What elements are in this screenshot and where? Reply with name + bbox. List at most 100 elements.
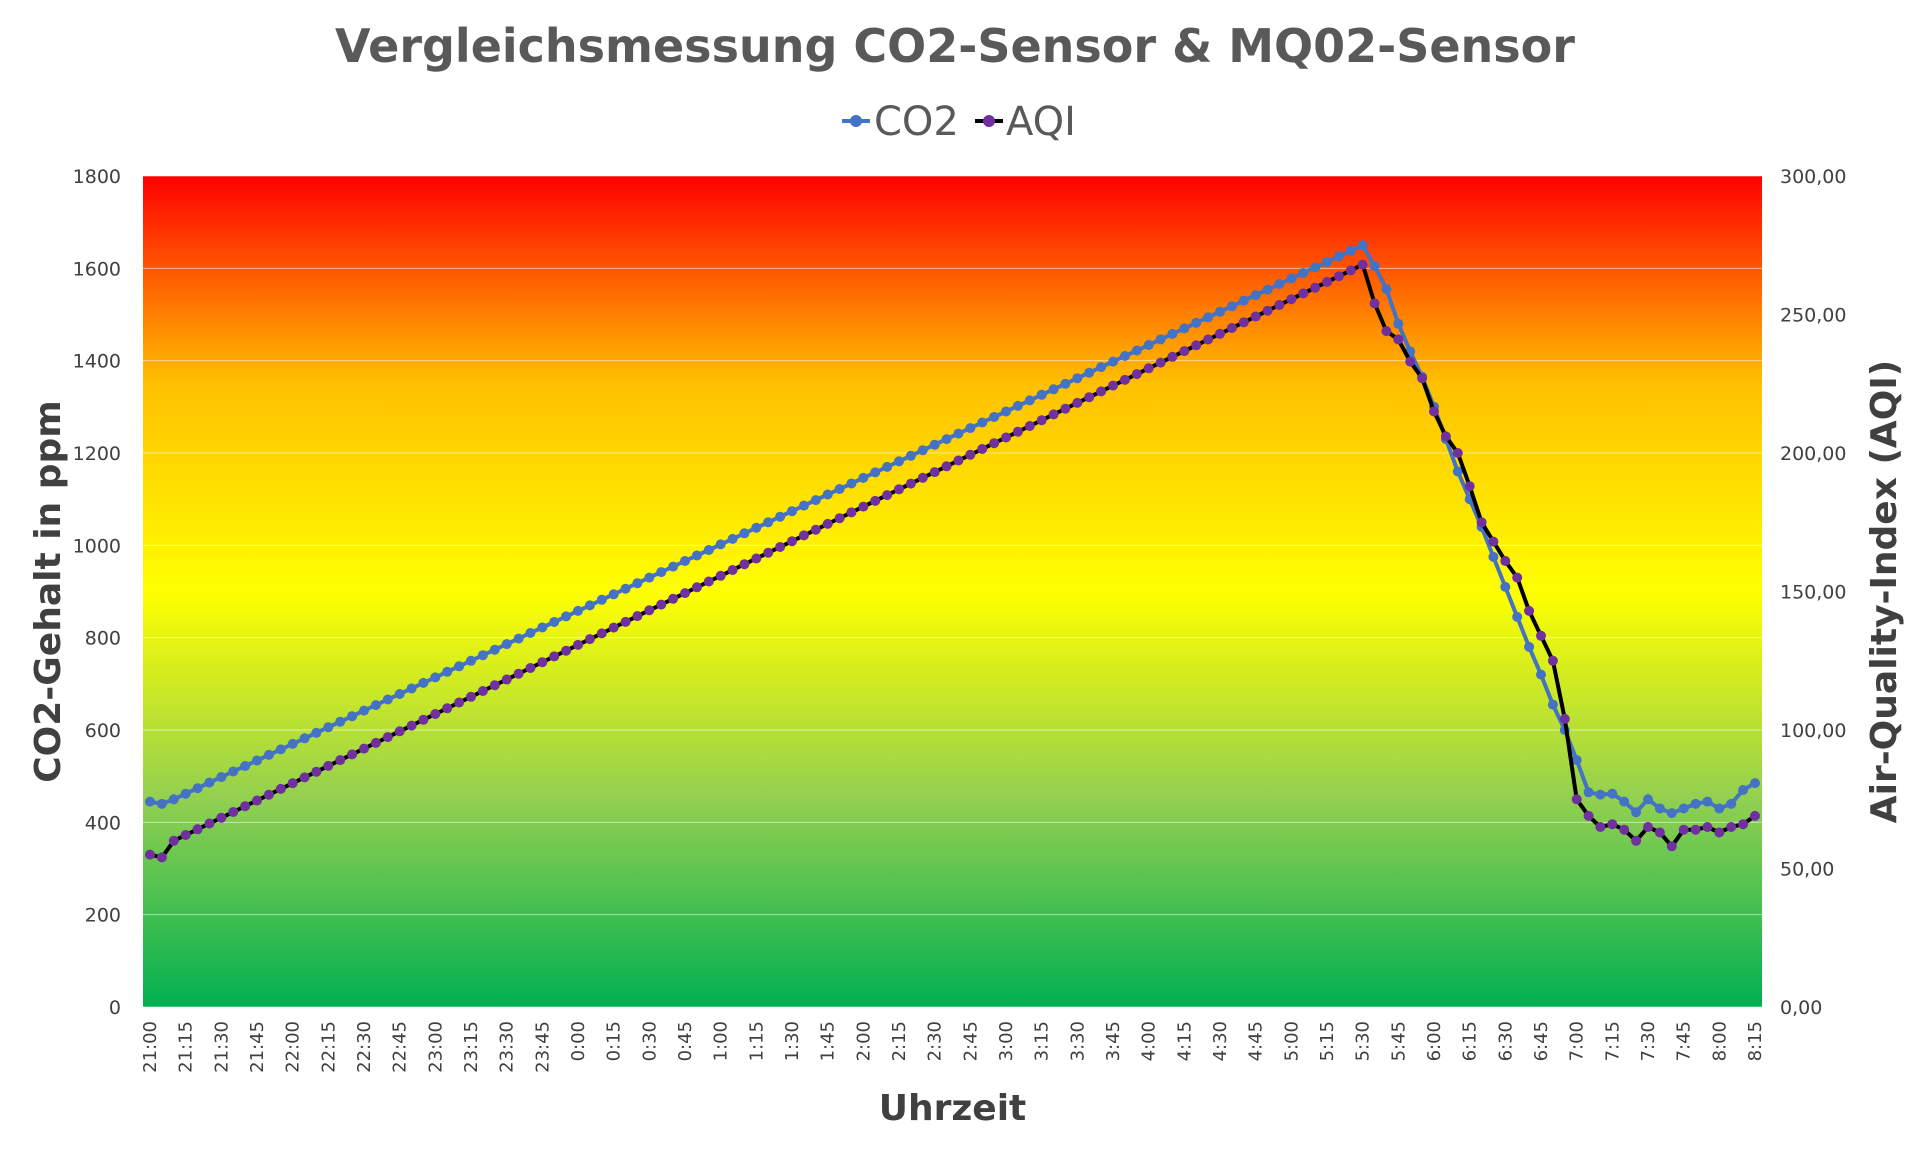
data-point-aqi[interactable] — [632, 611, 643, 622]
data-point-co2[interactable] — [798, 500, 809, 511]
data-point-aqi[interactable] — [1310, 282, 1321, 293]
data-point-co2[interactable] — [1678, 803, 1689, 814]
data-point-co2[interactable] — [252, 755, 262, 766]
data-point-aqi[interactable] — [834, 513, 845, 524]
data-point-aqi[interactable] — [1012, 426, 1023, 437]
data-point-co2[interactable] — [739, 528, 750, 539]
data-point-aqi[interactable] — [263, 789, 274, 800]
data-point-aqi[interactable] — [1440, 431, 1451, 442]
data-point-aqi[interactable] — [323, 760, 334, 771]
data-point-aqi[interactable] — [941, 461, 952, 472]
data-point-co2[interactable] — [228, 766, 239, 777]
data-point-co2[interactable] — [941, 434, 952, 445]
data-point-aqi[interactable] — [727, 565, 738, 575]
data-point-co2[interactable] — [1072, 373, 1083, 384]
data-point-aqi[interactable] — [228, 807, 239, 817]
data-point-co2[interactable] — [1512, 611, 1523, 622]
data-point-co2[interactable] — [1547, 699, 1558, 710]
data-point-aqi[interactable] — [335, 755, 346, 766]
data-point-aqi[interactable] — [466, 691, 476, 702]
data-point-aqi[interactable] — [156, 852, 167, 863]
data-point-aqi[interactable] — [1738, 819, 1749, 830]
data-point-co2[interactable] — [810, 495, 821, 506]
data-point-co2[interactable] — [905, 450, 916, 461]
data-point-aqi[interactable] — [1678, 824, 1689, 835]
data-point-co2[interactable] — [549, 617, 560, 627]
data-point-co2[interactable] — [1738, 785, 1749, 795]
data-point-co2[interactable] — [168, 794, 179, 805]
data-point-co2[interactable] — [822, 489, 833, 500]
data-point-co2[interactable] — [1048, 384, 1059, 395]
data-point-co2[interactable] — [917, 445, 928, 456]
data-point-co2[interactable] — [513, 633, 524, 644]
data-point-co2[interactable] — [1619, 796, 1630, 807]
data-point-aqi[interactable] — [917, 472, 928, 483]
data-point-co2[interactable] — [263, 749, 274, 760]
data-point-aqi[interactable] — [394, 726, 405, 737]
data-point-co2[interactable] — [1654, 803, 1665, 814]
data-point-aqi[interactable] — [1476, 517, 1487, 528]
data-point-aqi[interactable] — [477, 686, 488, 696]
data-point-aqi[interactable] — [1096, 386, 1107, 397]
data-point-aqi[interactable] — [1381, 326, 1392, 337]
data-point-co2[interactable] — [1084, 367, 1095, 378]
data-point-aqi[interactable] — [382, 732, 393, 743]
data-point-aqi[interactable] — [953, 455, 964, 466]
data-point-aqi[interactable] — [1666, 841, 1677, 852]
data-point-co2[interactable] — [751, 522, 762, 533]
data-point-co2[interactable] — [1750, 778, 1760, 789]
data-point-co2[interactable] — [1595, 789, 1606, 800]
data-point-aqi[interactable] — [1417, 373, 1428, 384]
data-point-co2[interactable] — [1167, 328, 1178, 339]
data-point-aqi[interactable] — [145, 849, 155, 860]
data-point-co2[interactable] — [299, 733, 310, 744]
data-point-aqi[interactable] — [1559, 713, 1570, 724]
data-point-aqi[interactable] — [1108, 380, 1118, 391]
data-point-co2[interactable] — [1333, 251, 1344, 262]
data-point-aqi[interactable] — [1333, 271, 1344, 282]
data-point-aqi[interactable] — [489, 680, 500, 691]
data-point-co2[interactable] — [454, 661, 465, 672]
data-point-aqi[interactable] — [1155, 357, 1166, 368]
data-point-co2[interactable] — [180, 788, 191, 799]
data-point-aqi[interactable] — [287, 778, 298, 789]
data-point-aqi[interactable] — [1488, 536, 1499, 547]
data-point-aqi[interactable] — [1714, 827, 1725, 838]
data-point-co2[interactable] — [311, 727, 322, 738]
data-point-aqi[interactable] — [299, 772, 310, 783]
data-point-aqi[interactable] — [1464, 481, 1475, 492]
data-point-aqi[interactable] — [180, 830, 191, 840]
data-point-aqi[interactable] — [929, 467, 940, 478]
data-point-aqi[interactable] — [216, 812, 227, 823]
data-point-co2[interactable] — [216, 772, 227, 783]
data-point-aqi[interactable] — [1048, 409, 1059, 420]
data-point-aqi[interactable] — [1036, 415, 1047, 426]
data-point-aqi[interactable] — [442, 703, 453, 714]
data-point-aqi[interactable] — [1631, 835, 1642, 846]
data-point-co2[interactable] — [727, 533, 738, 544]
data-point-co2[interactable] — [596, 594, 607, 605]
data-point-aqi[interactable] — [1226, 323, 1237, 333]
data-point-aqi[interactable] — [1238, 317, 1249, 328]
data-point-co2[interactable] — [406, 683, 417, 694]
data-point-aqi[interactable] — [1583, 810, 1594, 821]
data-point-aqi[interactable] — [608, 622, 619, 633]
data-point-aqi[interactable] — [1512, 572, 1523, 583]
data-point-aqi[interactable] — [1500, 556, 1511, 566]
data-point-co2[interactable] — [1001, 406, 1011, 417]
data-point-aqi[interactable] — [370, 737, 381, 748]
data-point-co2[interactable] — [834, 484, 845, 494]
data-point-co2[interactable] — [632, 578, 643, 589]
data-point-co2[interactable] — [359, 705, 369, 716]
data-point-co2[interactable] — [1119, 351, 1130, 361]
data-point-aqi[interactable] — [1322, 276, 1332, 287]
data-point-co2[interactable] — [1726, 798, 1737, 809]
data-point-aqi[interactable] — [1690, 824, 1701, 835]
data-point-aqi[interactable] — [537, 657, 548, 668]
data-point-co2[interactable] — [1203, 312, 1214, 323]
data-point-co2[interactable] — [561, 611, 572, 622]
data-point-co2[interactable] — [763, 517, 774, 528]
data-point-aqi[interactable] — [810, 524, 821, 535]
data-point-aqi[interactable] — [1001, 432, 1011, 443]
data-point-aqi[interactable] — [1167, 351, 1178, 362]
